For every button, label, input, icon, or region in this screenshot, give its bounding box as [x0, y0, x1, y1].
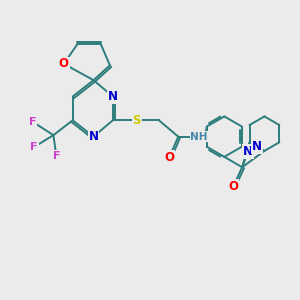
Text: O: O — [228, 180, 238, 193]
Text: F: F — [30, 142, 38, 152]
Text: NH: NH — [190, 132, 208, 142]
Text: N: N — [88, 130, 98, 143]
Text: O: O — [164, 151, 174, 164]
Text: F: F — [29, 117, 36, 127]
Text: N: N — [243, 145, 253, 158]
Text: N: N — [252, 140, 262, 153]
Text: O: O — [59, 57, 69, 70]
Text: S: S — [132, 114, 141, 127]
Text: N: N — [108, 90, 118, 103]
Text: F: F — [52, 151, 60, 161]
